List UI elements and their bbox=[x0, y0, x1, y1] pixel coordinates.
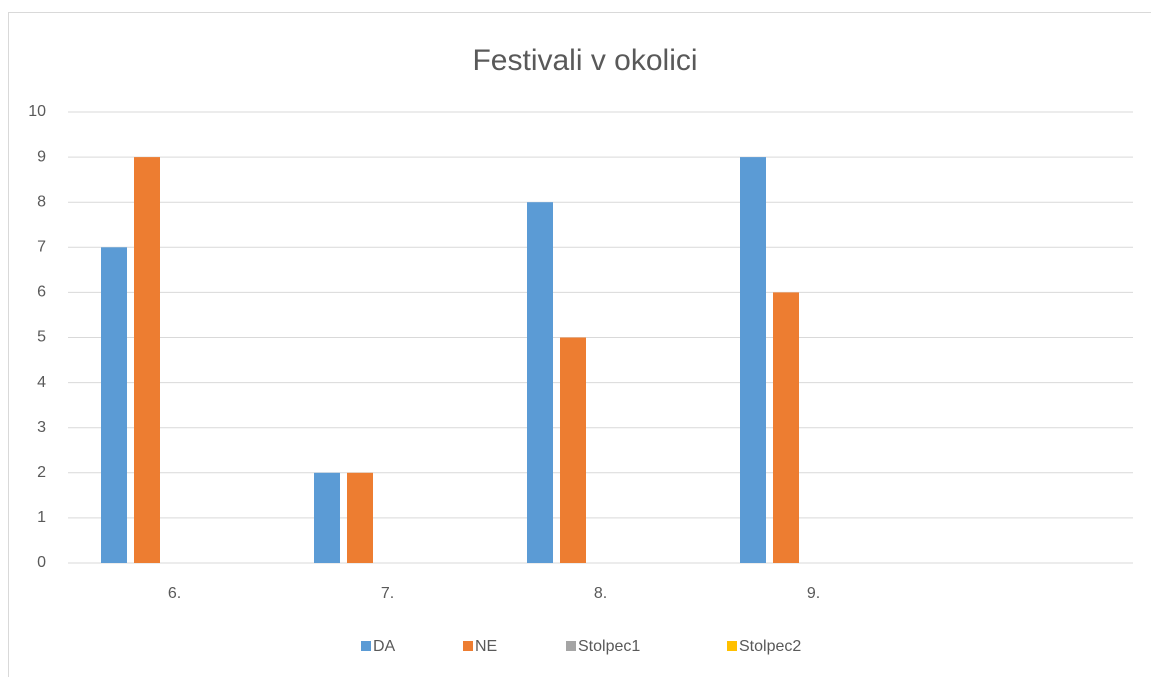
y-tick-label: 9 bbox=[37, 148, 46, 165]
y-tick-label: 2 bbox=[37, 464, 46, 481]
bar bbox=[773, 292, 799, 563]
y-tick-label: 5 bbox=[37, 329, 46, 346]
y-tick-label: 1 bbox=[37, 509, 46, 526]
y-tick-label: 3 bbox=[37, 419, 46, 436]
x-tick-label: 7. bbox=[381, 585, 394, 602]
legend-label: NE bbox=[475, 638, 497, 655]
y-tick-label: 4 bbox=[37, 374, 46, 391]
legend-swatch bbox=[463, 641, 473, 651]
x-tick-label: 6. bbox=[168, 585, 181, 602]
bar bbox=[314, 472, 340, 563]
legend-label: Stolpec1 bbox=[578, 638, 640, 655]
legend-label: DA bbox=[373, 638, 396, 655]
bar bbox=[740, 157, 766, 563]
legend-swatch bbox=[361, 641, 371, 651]
bar bbox=[134, 157, 160, 563]
legend-label: Stolpec2 bbox=[739, 638, 801, 655]
chart-title: Festivali v okolici bbox=[472, 44, 697, 77]
bar bbox=[101, 247, 127, 564]
bar bbox=[347, 472, 373, 563]
y-tick-label: 10 bbox=[28, 103, 46, 120]
x-tick-label: 9. bbox=[807, 585, 820, 602]
y-tick-label: 0 bbox=[37, 554, 46, 571]
y-tick-label: 7 bbox=[37, 239, 46, 256]
legend-swatch bbox=[566, 641, 576, 651]
legend-swatch bbox=[727, 641, 737, 651]
x-tick-label: 8. bbox=[594, 585, 607, 602]
y-tick-label: 8 bbox=[37, 193, 46, 210]
bar bbox=[527, 202, 553, 563]
y-tick-label: 6 bbox=[37, 284, 46, 301]
bar bbox=[560, 337, 586, 563]
